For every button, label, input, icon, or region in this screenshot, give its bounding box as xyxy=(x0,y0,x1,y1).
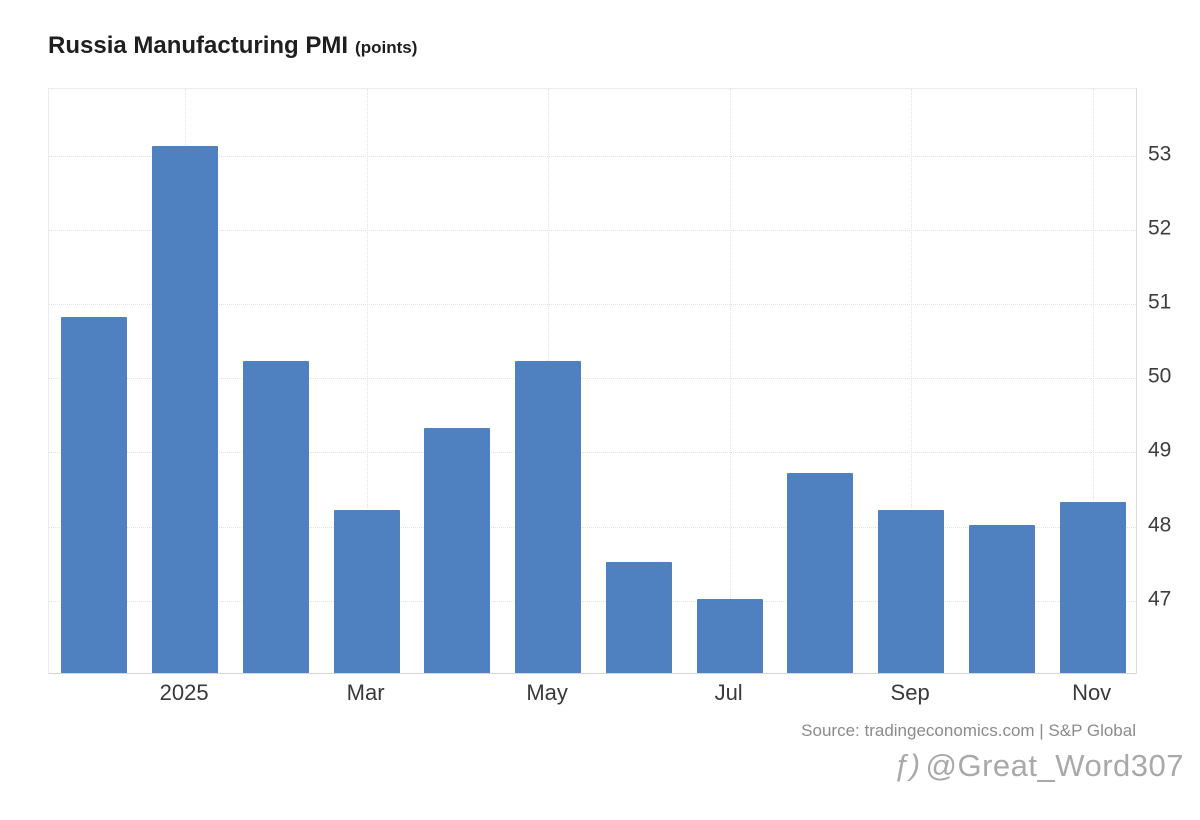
y-tick-label: 50 xyxy=(1148,364,1172,388)
gridline-vertical xyxy=(1092,89,1094,673)
gridline-vertical xyxy=(911,89,913,673)
bar xyxy=(605,561,672,673)
bar xyxy=(968,524,1035,673)
bar xyxy=(515,361,582,673)
source-attribution: Source: tradingeconomics.com | S&P Globa… xyxy=(801,721,1136,740)
bar xyxy=(696,598,763,673)
x-tick-label: Nov xyxy=(1072,680,1112,705)
gridline-horizontal xyxy=(49,526,1136,528)
gridline-horizontal xyxy=(49,378,1136,380)
x-tick-label: Jul xyxy=(714,680,743,705)
x-tick-label: Sep xyxy=(890,680,930,705)
bar xyxy=(333,509,400,673)
gridline-vertical xyxy=(366,89,368,673)
gridline-horizontal xyxy=(49,304,1136,306)
watermark-logo-icon: ƒ) xyxy=(892,749,921,782)
watermark: ƒ) @Great_Word307 xyxy=(893,748,1184,784)
bar xyxy=(1059,502,1126,673)
gridline-horizontal xyxy=(49,452,1136,454)
y-tick-label: 53 xyxy=(1148,142,1172,166)
bar xyxy=(878,509,945,673)
y-tick-label: 47 xyxy=(1148,587,1172,611)
bar xyxy=(424,428,491,673)
chart-title-main: Russia Manufacturing PMI xyxy=(48,32,349,59)
y-tick-label: 48 xyxy=(1148,513,1172,537)
y-tick-label: 52 xyxy=(1148,216,1172,240)
bar xyxy=(61,316,128,673)
watermark-handle: @Great_Word307 xyxy=(925,748,1184,783)
bar xyxy=(152,146,219,673)
chart-title: Russia Manufacturing PMI (points) xyxy=(48,32,417,60)
y-tick-label: 49 xyxy=(1148,438,1172,462)
gridline-horizontal xyxy=(49,600,1136,602)
bar xyxy=(787,472,854,673)
gridline-horizontal xyxy=(49,155,1136,157)
x-tick-label: Mar xyxy=(346,680,385,705)
y-tick-label: 51 xyxy=(1148,290,1172,314)
x-tick-label: 2025 xyxy=(159,680,209,705)
chart-title-units: (points) xyxy=(355,38,418,57)
gridline-vertical xyxy=(729,89,731,673)
bar xyxy=(242,361,309,673)
gridline-horizontal xyxy=(49,229,1136,231)
x-tick-label: May xyxy=(526,680,568,705)
plot-area xyxy=(48,88,1137,674)
